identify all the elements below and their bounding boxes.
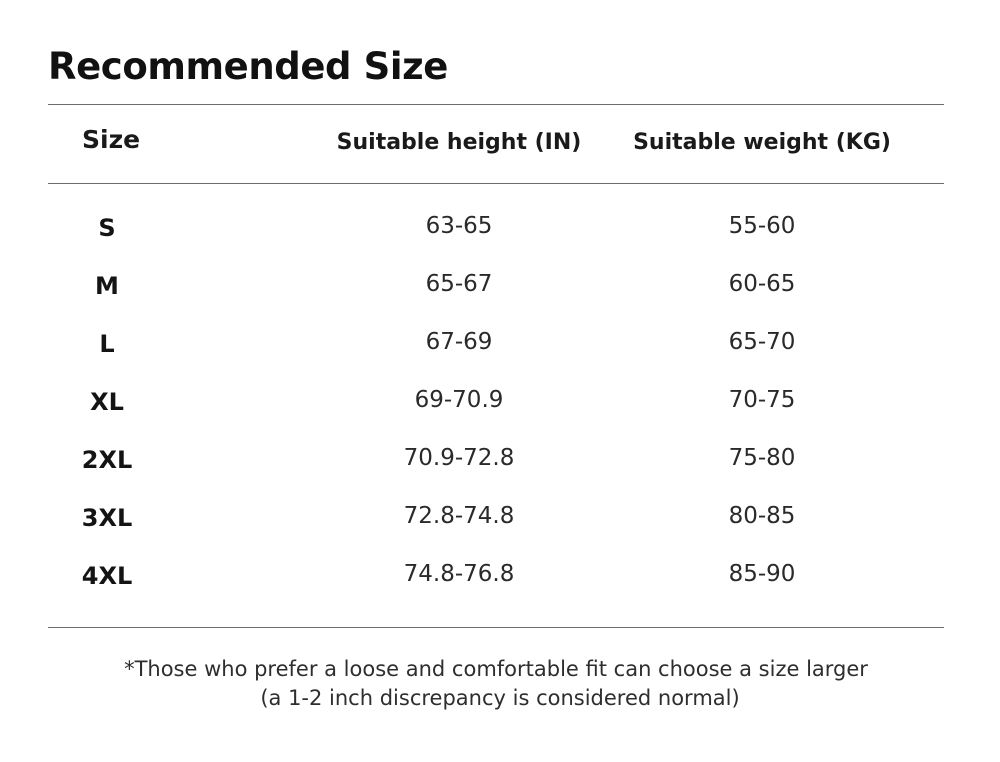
- weight-cell: 70-75: [728, 387, 796, 413]
- height-cell: 72.8-74.8: [403, 503, 515, 529]
- header-size: Size: [82, 125, 141, 154]
- table-row: XL 69-70.9 70-75: [0, 372, 1000, 430]
- height-cell: 65-67: [425, 271, 493, 297]
- table-row: 3XL 72.8-74.8 80-85: [0, 488, 1000, 546]
- table-row: L 67-69 65-70: [0, 314, 1000, 372]
- height-cell: 69-70.9: [414, 387, 504, 413]
- height-cell: 63-65: [425, 213, 493, 239]
- weight-cell: 80-85: [728, 503, 796, 529]
- size-cell: L: [99, 330, 115, 358]
- fit-note-line-1: *Those who prefer a loose and comfortabl…: [124, 657, 868, 681]
- bottom-divider: [48, 627, 944, 628]
- height-cell: 74.8-76.8: [403, 561, 515, 587]
- weight-cell: 75-80: [728, 445, 796, 471]
- weight-cell: 60-65: [728, 271, 796, 297]
- size-cell: XL: [90, 388, 124, 416]
- weight-cell: 55-60: [728, 213, 796, 239]
- table-row: 2XL 70.9-72.8 75-80: [0, 430, 1000, 488]
- weight-cell: 65-70: [728, 329, 796, 355]
- weight-cell: 85-90: [728, 561, 796, 587]
- table-row: 4XL 74.8-76.8 85-90: [0, 546, 1000, 604]
- header-height: Suitable height (IN): [336, 130, 582, 155]
- header-divider: [48, 183, 944, 184]
- page-title: Recommended Size: [48, 45, 448, 88]
- table-row: M 65-67 60-65: [0, 256, 1000, 314]
- size-cell: S: [98, 214, 116, 242]
- top-divider: [48, 104, 944, 105]
- height-cell: 70.9-72.8: [403, 445, 515, 471]
- size-cell: 4XL: [81, 562, 133, 590]
- size-cell: M: [95, 272, 119, 300]
- header-weight: Suitable weight (KG): [633, 130, 891, 155]
- table-row: S 63-65 55-60: [0, 198, 1000, 256]
- size-cell: 3XL: [81, 504, 133, 532]
- size-cell: 2XL: [81, 446, 133, 474]
- height-cell: 67-69: [425, 329, 493, 355]
- fit-note-line-2: (a 1-2 inch discrepancy is considered no…: [260, 686, 740, 710]
